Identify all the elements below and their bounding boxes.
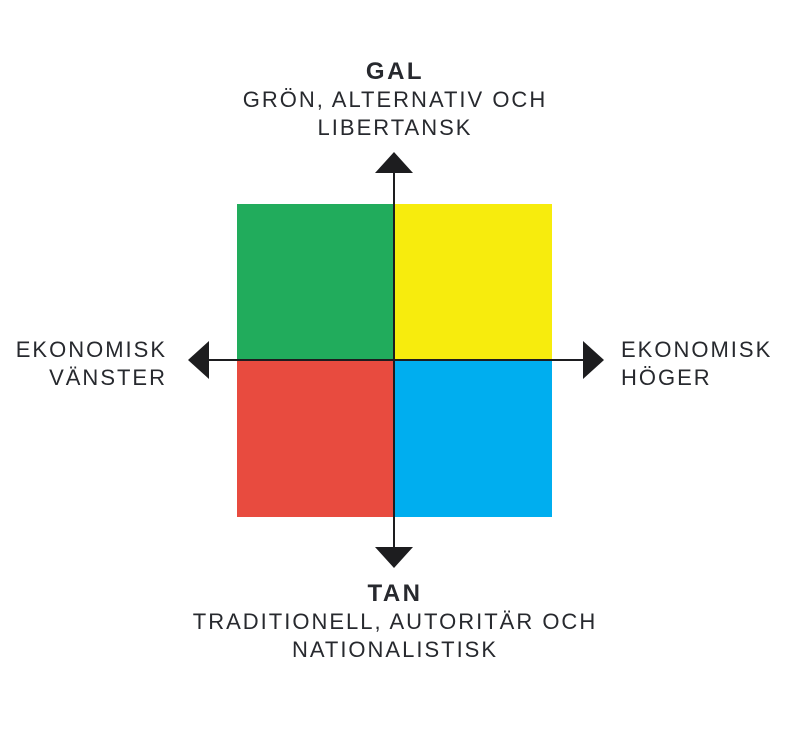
tan-subtitle-line1: TRADITIONELL, AUTORITÄR OCH <box>192 609 598 634</box>
quadrant-tan-left <box>237 360 395 517</box>
quadrant-gal-right <box>394 204 552 360</box>
economic-left-line1: EKONOMISK <box>15 337 167 362</box>
arrow-right-icon <box>583 341 604 379</box>
quadrant-gal-left <box>237 204 395 360</box>
arrow-up-icon <box>375 152 413 173</box>
tan-subtitle-line2: NATIONALISTISK <box>291 637 499 662</box>
tan-title: TAN <box>367 580 423 607</box>
arrow-down-icon <box>375 547 413 568</box>
arrow-left-icon <box>188 341 209 379</box>
economic-right-label: EKONOMISK HÖGER <box>621 336 772 392</box>
tan-axis-label: TAN TRADITIONELL, AUTORITÄR OCH NATIONAL… <box>0 580 790 664</box>
horizontal-axis-line <box>209 359 583 361</box>
gal-axis-label: GAL GRÖN, ALTERNATIV OCH LIBERTANSK <box>0 58 790 142</box>
economic-right-line1: EKONOMISK <box>621 337 773 362</box>
economic-right-line2: HÖGER <box>621 365 712 390</box>
quadrant-tan-right <box>394 360 552 517</box>
gal-title: GAL <box>365 58 425 85</box>
gal-subtitle-line1: GRÖN, ALTERNATIV OCH <box>242 87 548 112</box>
economic-left-label: EKONOMISK VÄNSTER <box>16 336 167 392</box>
gal-subtitle-line2: LIBERTANSK <box>317 115 473 140</box>
quadrant-grid <box>237 204 552 517</box>
economic-left-line2: VÄNSTER <box>49 365 167 390</box>
